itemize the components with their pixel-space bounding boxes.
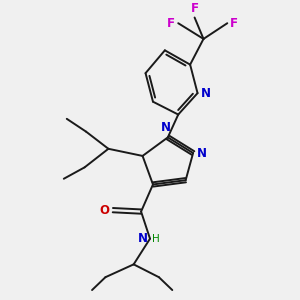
Text: N: N (138, 232, 148, 245)
Text: H: H (152, 234, 160, 244)
Text: N: N (160, 121, 170, 134)
Text: F: F (190, 2, 199, 15)
Text: O: O (99, 204, 109, 217)
Text: F: F (167, 17, 175, 30)
Text: F: F (230, 17, 238, 30)
Text: N: N (197, 147, 207, 160)
Text: N: N (201, 87, 211, 100)
